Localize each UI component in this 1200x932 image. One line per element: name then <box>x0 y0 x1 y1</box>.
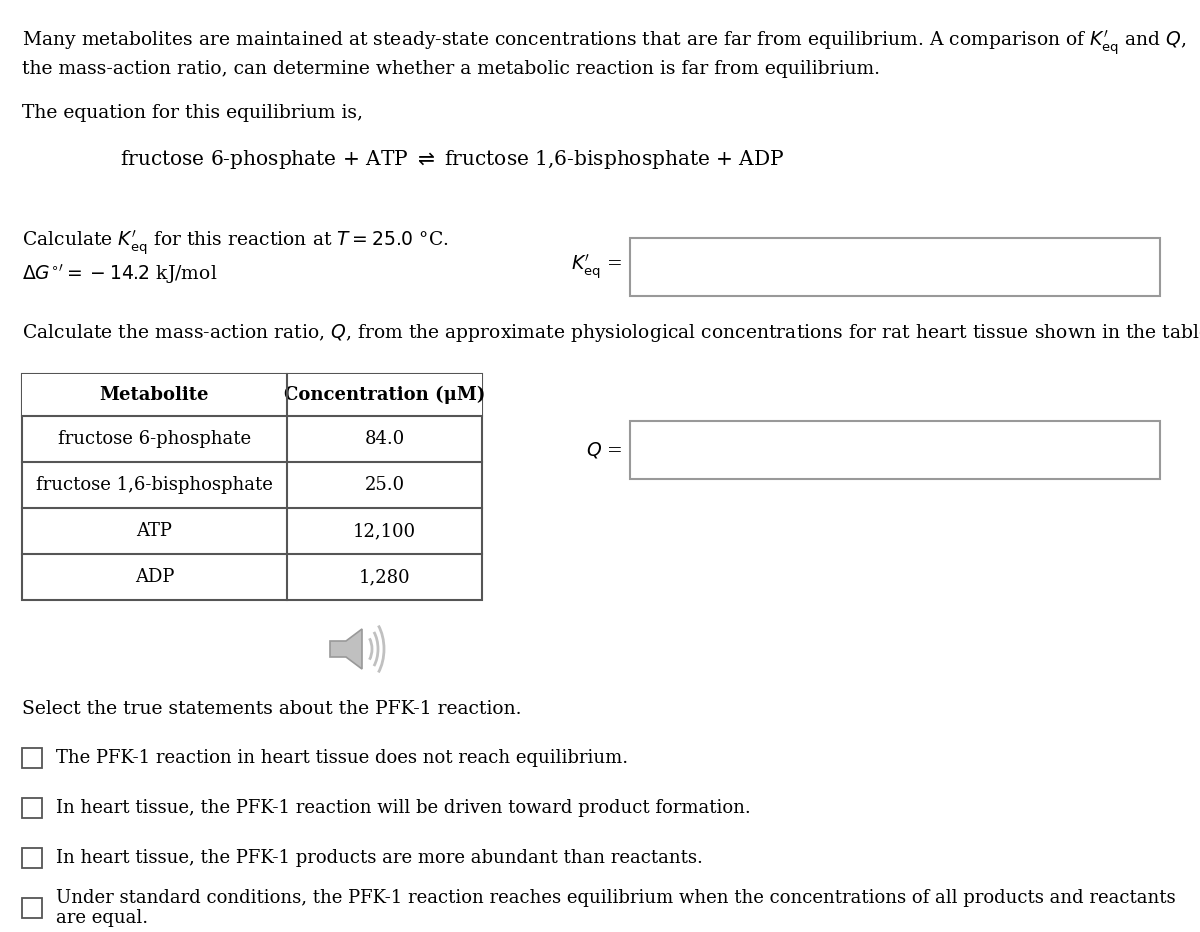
Text: Concentration (μM): Concentration (μM) <box>284 386 485 404</box>
Text: $\Delta G^{\circ\prime} = -14.2$ kJ/mol: $\Delta G^{\circ\prime} = -14.2$ kJ/mol <box>22 262 217 286</box>
Text: In heart tissue, the PFK-1 reaction will be driven toward product formation.: In heart tissue, the PFK-1 reaction will… <box>56 799 751 817</box>
Text: Calculate $K^{\prime}_{\mathrm{eq}}$ for this reaction at $T = 25.0$ °C.: Calculate $K^{\prime}_{\mathrm{eq}}$ for… <box>22 228 449 256</box>
Text: 84.0: 84.0 <box>365 430 404 448</box>
Polygon shape <box>330 629 362 669</box>
Text: Many metabolites are maintained at steady-state concentrations that are far from: Many metabolites are maintained at stead… <box>22 28 1187 57</box>
Text: Under standard conditions, the PFK-1 reaction reaches equilibrium when the conce: Under standard conditions, the PFK-1 rea… <box>56 888 1176 927</box>
Text: 12,100: 12,100 <box>353 522 416 540</box>
Text: The PFK-1 reaction in heart tissue does not reach equilibrium.: The PFK-1 reaction in heart tissue does … <box>56 749 628 767</box>
Text: Metabolite: Metabolite <box>100 386 209 404</box>
Text: $Q$ =: $Q$ = <box>586 440 622 460</box>
FancyBboxPatch shape <box>22 374 482 600</box>
FancyBboxPatch shape <box>22 848 42 868</box>
Text: 25.0: 25.0 <box>365 476 404 494</box>
FancyBboxPatch shape <box>630 421 1160 479</box>
Text: the mass-action ratio, can determine whether a metabolic reaction is far from eq: the mass-action ratio, can determine whe… <box>22 60 880 78</box>
Text: Calculate the mass-action ratio, $Q$, from the approximate physiological concent: Calculate the mass-action ratio, $Q$, fr… <box>22 322 1200 344</box>
FancyBboxPatch shape <box>22 374 482 416</box>
FancyBboxPatch shape <box>22 898 42 918</box>
Text: ATP: ATP <box>137 522 173 540</box>
FancyBboxPatch shape <box>22 748 42 768</box>
Text: In heart tissue, the PFK-1 products are more abundant than reactants.: In heart tissue, the PFK-1 products are … <box>56 849 703 867</box>
FancyBboxPatch shape <box>630 238 1160 296</box>
Text: ADP: ADP <box>134 568 174 586</box>
Text: $K^{\prime}_{\mathrm{eq}}$ =: $K^{\prime}_{\mathrm{eq}}$ = <box>571 253 622 281</box>
Text: 1,280: 1,280 <box>359 568 410 586</box>
Text: fructose 1,6-bisphosphate: fructose 1,6-bisphosphate <box>36 476 272 494</box>
Text: Select the true statements about the PFK-1 reaction.: Select the true statements about the PFK… <box>22 700 522 718</box>
FancyBboxPatch shape <box>22 798 42 818</box>
Text: fructose 6-phosphate: fructose 6-phosphate <box>58 430 251 448</box>
Text: fructose 6-phosphate + ATP $\rightleftharpoons$ fructose 1,6-bisphosphate + ADP: fructose 6-phosphate + ATP $\rightleftha… <box>120 148 785 171</box>
Text: The equation for this equilibrium is,: The equation for this equilibrium is, <box>22 104 364 122</box>
